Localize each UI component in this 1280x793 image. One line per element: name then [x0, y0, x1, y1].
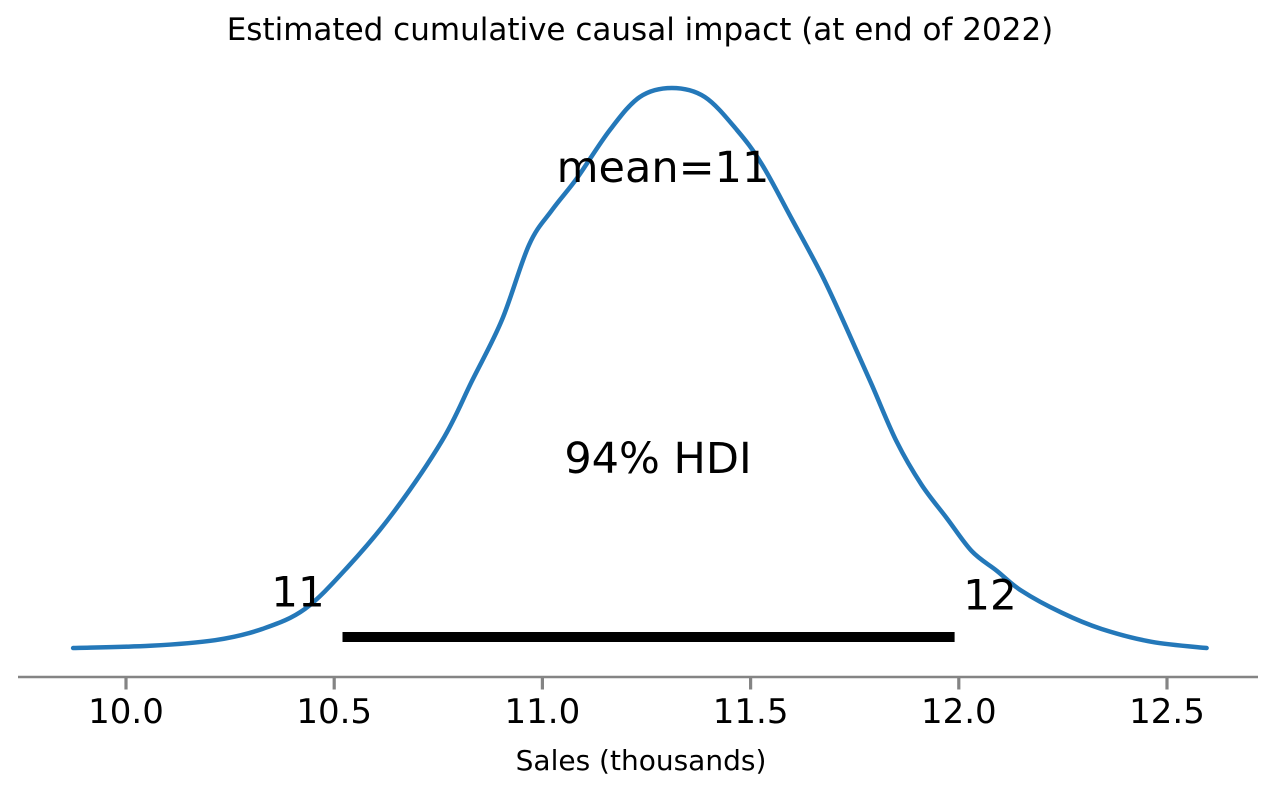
- hdi-upper-label: 12: [963, 570, 1017, 620]
- x-tick-label: 11.5: [712, 692, 789, 732]
- x-tick-label: 12.5: [1129, 692, 1205, 732]
- hdi-annotation: 94% HDI: [564, 434, 752, 484]
- x-tick-label: 12.0: [920, 692, 997, 732]
- x-tick-label: 10.5: [296, 692, 373, 732]
- x-tick-label: 11.0: [504, 692, 581, 732]
- x-axis-label: Sales (thousands): [515, 744, 767, 777]
- plot-title: Estimated cumulative causal impact (at e…: [226, 12, 1054, 48]
- kde-curve: [70, 85, 1209, 651]
- mean-annotation: mean=11: [556, 143, 770, 193]
- x-axis-ticks: [124, 677, 1169, 690]
- hdi-lower-label: 11: [271, 567, 325, 617]
- x-tick-label: 10.0: [88, 692, 164, 732]
